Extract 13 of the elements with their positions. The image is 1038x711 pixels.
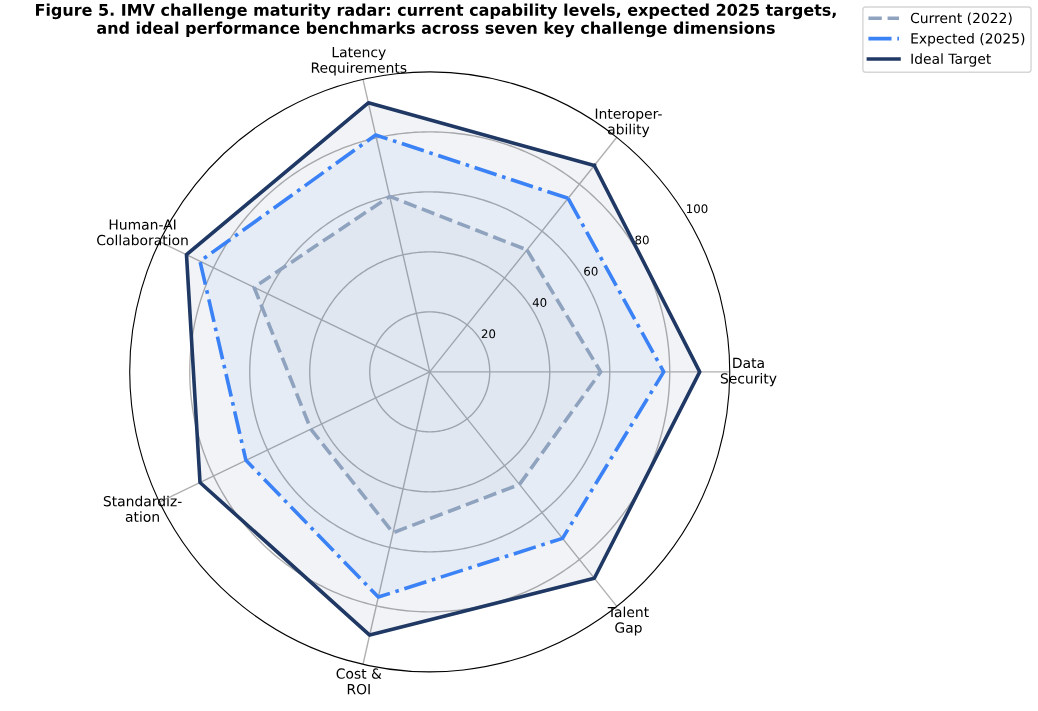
y-tick-label: 40 — [532, 298, 547, 307]
spoke-label: Interoper- ability — [595, 108, 662, 138]
spoke-label: Talent Gap — [607, 606, 649, 636]
y-tick-label: 100 — [687, 204, 708, 214]
chart-title: Figure 5. IMV challenge maturity radar: current capability levels, expected 2025 targets, and ideal performance benchmarks across seven key challenge dimensions — [36, 3, 836, 38]
y-tick-label: 20 — [481, 329, 496, 339]
legend-label: Current (2022) — [910, 12, 1012, 25]
spoke-label: Cost & ROI — [336, 668, 382, 695]
legend-label: Expected (2025) — [911, 32, 1025, 47]
spoke-label: Latency Requirements — [311, 47, 407, 76]
y-tick-label: 60 — [584, 266, 598, 276]
legend-label: Ideal Target — [911, 53, 991, 67]
y-tick-label: 80 — [635, 235, 649, 245]
